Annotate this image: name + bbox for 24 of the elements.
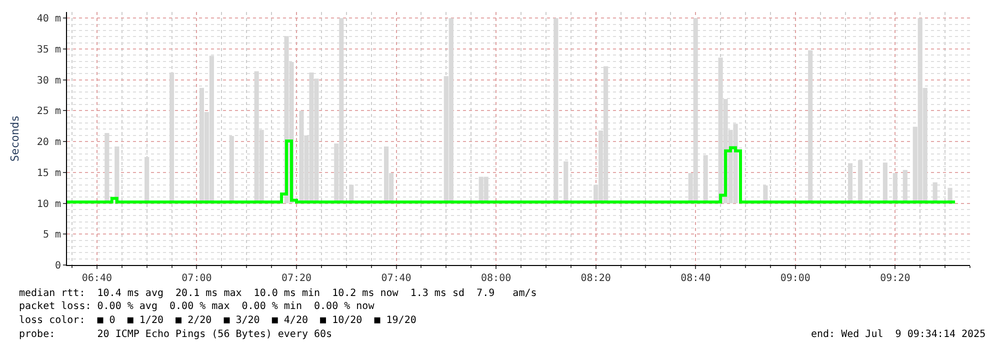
- text: end: Wed Jul 9 09:34:14 2025: [811, 329, 986, 340]
- y-tick-label: 5 m: [42, 230, 61, 241]
- text: packet loss: 0.00 % avg 0.00 % max 0.00 % min 0.00 % now: [19, 301, 376, 312]
- x-tick-label: 07:20: [281, 273, 312, 284]
- x-tick-label: 09:00: [780, 273, 810, 284]
- x-tick-label: 08:40: [680, 273, 711, 284]
- y-tick-label: 40 m: [36, 14, 61, 25]
- text: median rtt: 10.4 ms avg 20.1 ms max 10.0 ms min 10.2 ms now 1.3 ms sd 7.9 am/s: [19, 288, 537, 299]
- y-tick-label: 30 m: [36, 75, 61, 86]
- y-tick-label: 35 m: [36, 44, 61, 56]
- y-tick-label: 15 m: [36, 168, 61, 179]
- y-tick-label: 20 m: [36, 137, 61, 148]
- x-tick-label: 08:00: [480, 273, 512, 284]
- text: probe: 20 ICMP Echo Pings (56 Bytes) every 60s: [19, 329, 332, 340]
- text: loss color: ■ 0 ■ 1/20 ■ 2/20 ■ 3/20 ■ 4/20 ■ 10/20 ■ 19/20: [19, 315, 416, 326]
- y-tick-label: 0: [54, 260, 61, 272]
- x-tick-label: 08:20: [580, 273, 611, 284]
- x-tick-label: 07:40: [381, 273, 412, 284]
- x-tick-label: 06:40: [82, 273, 112, 284]
- y-tick-label: 25 m: [36, 106, 61, 118]
- x-tick-label: 09:20: [880, 273, 910, 284]
- y-axis-title: Seconds: [8, 115, 22, 162]
- y-tick-label: 10 m: [36, 198, 61, 210]
- x-tick-label: 07:00: [182, 273, 212, 284]
